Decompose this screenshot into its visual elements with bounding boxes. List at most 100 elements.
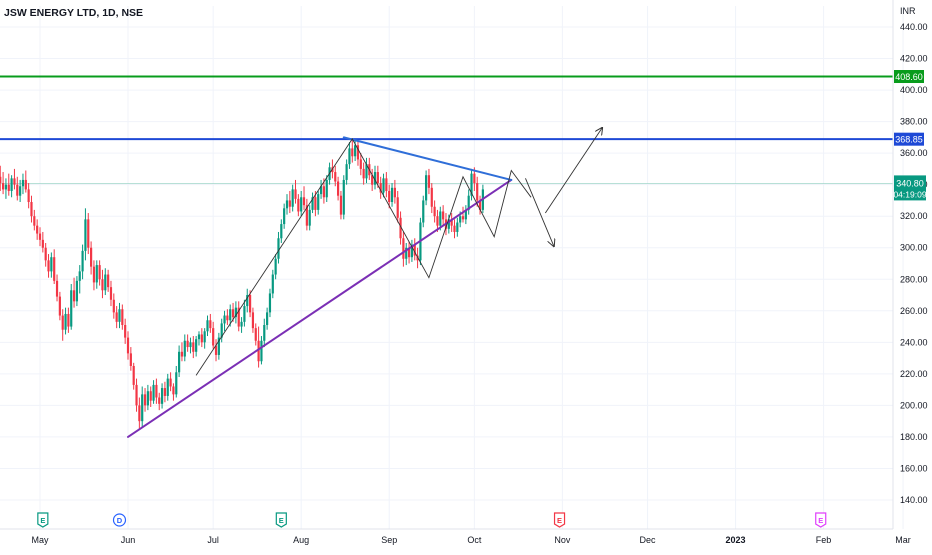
candle-body <box>178 351 181 373</box>
bar-countdown: 04:19:09 <box>893 189 926 199</box>
candle-body <box>155 384 158 398</box>
event-marker-letter: D <box>117 516 123 525</box>
candle-body <box>371 175 374 185</box>
candle-body <box>425 175 428 201</box>
candle-body <box>220 323 223 338</box>
earnings-marker <box>815 512 827 528</box>
earnings-marker <box>275 512 287 528</box>
candle-body <box>285 200 289 209</box>
candle-body <box>473 173 476 184</box>
candle-body <box>399 217 402 239</box>
candle-body <box>240 321 243 327</box>
dividend-marker <box>112 513 127 527</box>
candle-body <box>229 309 232 321</box>
candle-body <box>325 179 328 198</box>
candle-body <box>38 233 42 240</box>
candle-body <box>109 287 113 300</box>
candle-body <box>317 194 320 210</box>
candle-body <box>183 340 186 357</box>
candle-body <box>413 244 416 256</box>
projection-arrow <box>544 128 602 214</box>
candle-body <box>231 309 235 318</box>
candle-body <box>90 247 93 267</box>
candle-body <box>169 378 172 387</box>
candle-body <box>81 250 84 272</box>
candle-body <box>21 179 25 187</box>
candle-body <box>138 405 141 422</box>
x-tick-label: Mar <box>895 535 911 545</box>
candle-body <box>203 331 206 343</box>
price-line-label: 368.85 <box>895 135 923 145</box>
price-axis[interactable]: 140.00 160.00 180.00 200.00 220.00 240.00 260.… <box>892 0 928 529</box>
candle-body <box>467 195 470 210</box>
candle-body <box>382 178 385 193</box>
candle-body <box>470 173 473 196</box>
candle-body <box>356 145 360 160</box>
earnings-marker <box>553 512 566 528</box>
y-tick-label: 180.00 <box>900 432 928 442</box>
candle-body <box>461 216 465 220</box>
y-tick-label: 360.00 <box>900 148 928 158</box>
candle-body <box>206 320 209 332</box>
candle-body <box>311 197 314 210</box>
trend-line <box>342 136 513 181</box>
candle-body <box>44 247 47 261</box>
candles <box>0 138 484 430</box>
candle-body <box>433 206 436 217</box>
candle-body <box>1 183 5 190</box>
candle-body <box>50 257 53 272</box>
candle-body <box>152 384 155 401</box>
candle-body <box>19 186 22 196</box>
x-tick-label: Aug <box>293 535 309 545</box>
chart-title: JSW ENERGY LTD, 1D, NSE <box>4 7 143 19</box>
candle-body <box>339 195 343 215</box>
drawing-tools <box>127 128 602 438</box>
projection-arrow <box>525 178 553 246</box>
candle-body <box>322 186 325 198</box>
candle-body <box>0 176 2 184</box>
event-marker-letter: E <box>818 516 823 525</box>
y-tick-label: 400.00 <box>900 85 928 95</box>
candle-body <box>402 238 405 259</box>
candle-body <box>407 247 411 258</box>
candle-body <box>450 219 453 226</box>
trend-line <box>127 178 513 438</box>
candle-body <box>373 172 377 185</box>
candle-body <box>288 200 291 207</box>
y-tick-label: 380.00 <box>900 117 928 127</box>
candle-body <box>478 200 482 210</box>
candle-body <box>336 181 340 196</box>
candle-body <box>362 168 365 179</box>
x-tick-label: Oct <box>467 535 482 545</box>
candle-body <box>390 187 394 203</box>
y-tick-label: 220.00 <box>900 369 928 379</box>
candle-body <box>149 391 152 401</box>
earnings-marker <box>37 512 49 528</box>
pattern-path <box>195 138 532 376</box>
candle-body <box>107 274 110 288</box>
candle-body <box>226 315 229 321</box>
candle-body <box>260 340 263 362</box>
candle-body <box>27 189 30 203</box>
current-price-label: 340.80 <box>896 178 924 188</box>
candle-body <box>351 148 354 157</box>
candle-body <box>129 353 132 366</box>
candle-body <box>16 184 19 196</box>
candle-body <box>342 179 345 215</box>
y-tick-label: 200.00 <box>900 400 928 410</box>
candle-body <box>72 290 76 302</box>
y-tick-label: 440.00 <box>900 22 928 32</box>
candle-body <box>53 257 56 281</box>
candle-body <box>365 164 368 179</box>
candle-body <box>271 274 274 294</box>
y-tick-label: 240.00 <box>900 337 928 347</box>
candle-body <box>36 225 39 234</box>
candle-body <box>359 159 362 169</box>
x-tick-label: 2023 <box>726 535 746 545</box>
candle-body <box>7 184 10 191</box>
candle-body <box>126 337 130 354</box>
candle-body <box>175 372 178 395</box>
candle-body <box>87 219 90 248</box>
